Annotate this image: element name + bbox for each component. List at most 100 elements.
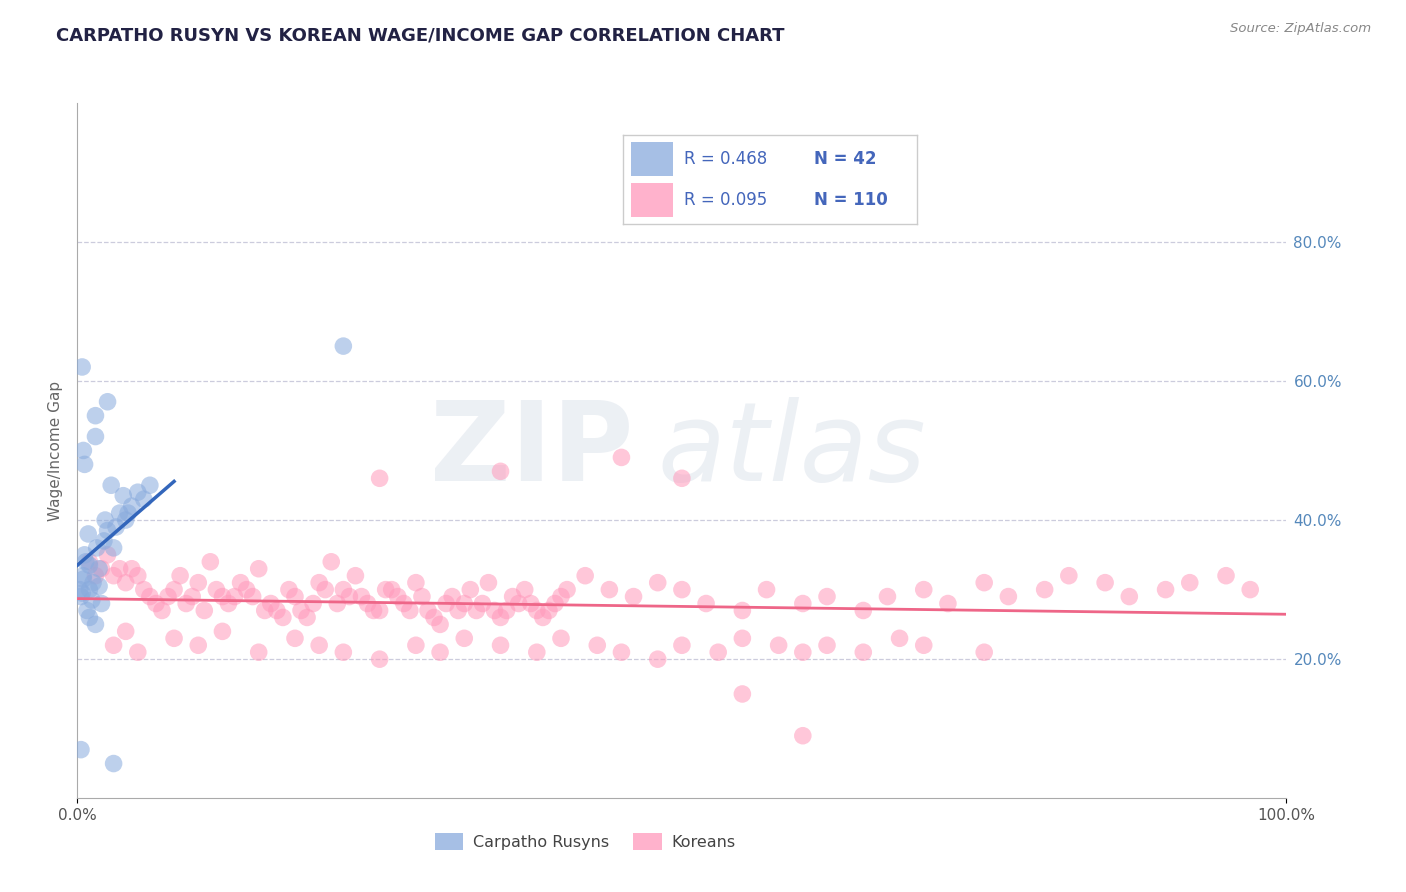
Point — [447, 603, 470, 617]
Point — [344, 568, 367, 582]
Point — [852, 603, 875, 617]
Point — [405, 638, 427, 652]
Point — [647, 652, 669, 666]
Point — [127, 645, 149, 659]
Point — [187, 575, 209, 590]
Point — [502, 590, 524, 604]
Point — [132, 492, 155, 507]
Point — [73, 458, 96, 472]
Point — [537, 603, 560, 617]
Point — [86, 541, 108, 555]
Point — [465, 603, 488, 617]
Point — [671, 471, 693, 485]
Point — [695, 597, 717, 611]
Point — [76, 603, 98, 617]
Point — [169, 568, 191, 582]
Point — [94, 513, 117, 527]
Point — [526, 603, 548, 617]
Point — [157, 590, 180, 604]
Point — [114, 624, 136, 639]
Point — [205, 582, 228, 597]
Point — [815, 590, 838, 604]
Point — [108, 562, 131, 576]
Point — [79, 558, 101, 573]
Point — [550, 590, 572, 604]
Point — [77, 527, 100, 541]
Point — [218, 597, 240, 611]
Point — [108, 506, 131, 520]
Point — [1154, 582, 1177, 597]
Point — [314, 582, 336, 597]
Point — [912, 582, 935, 597]
Point — [211, 624, 233, 639]
Point — [363, 603, 385, 617]
Point — [1033, 582, 1056, 597]
Point — [495, 603, 517, 617]
Point — [114, 513, 136, 527]
Point — [368, 652, 391, 666]
Point — [271, 610, 294, 624]
Point — [586, 638, 609, 652]
Point — [200, 555, 222, 569]
Point — [103, 541, 125, 555]
Point — [815, 638, 838, 652]
Point — [973, 645, 995, 659]
Point — [731, 632, 754, 646]
Point — [387, 590, 409, 604]
Text: CARPATHO RUSYN VS KOREAN WAGE/INCOME GAP CORRELATION CHART: CARPATHO RUSYN VS KOREAN WAGE/INCOME GAP… — [56, 27, 785, 45]
Point — [308, 575, 330, 590]
Y-axis label: Wage/Income Gap: Wage/Income Gap — [48, 380, 63, 521]
Point — [117, 506, 139, 520]
Point — [489, 638, 512, 652]
Point — [235, 582, 257, 597]
Point — [1094, 575, 1116, 590]
Point — [852, 645, 875, 659]
Point — [211, 590, 233, 604]
Point — [755, 582, 778, 597]
Point — [544, 597, 567, 611]
Point — [290, 603, 312, 617]
Point — [441, 590, 464, 604]
Point — [163, 582, 186, 597]
Text: R = 0.095: R = 0.095 — [685, 191, 768, 209]
Point — [768, 638, 790, 652]
Point — [163, 632, 186, 646]
Point — [247, 645, 270, 659]
Point — [242, 590, 264, 604]
Point — [139, 478, 162, 492]
Point — [936, 597, 959, 611]
Point — [69, 582, 91, 597]
Point — [489, 464, 512, 478]
Text: atlas: atlas — [658, 397, 927, 504]
Point — [105, 520, 128, 534]
Text: N = 42: N = 42 — [814, 150, 876, 168]
Point — [520, 597, 543, 611]
Point — [405, 575, 427, 590]
Point — [531, 610, 554, 624]
Point — [103, 638, 125, 652]
Point — [1215, 568, 1237, 582]
Point — [103, 756, 125, 771]
Point — [484, 603, 506, 617]
Point — [70, 742, 93, 756]
Legend: Carpatho Rusyns, Koreans: Carpatho Rusyns, Koreans — [429, 827, 742, 856]
Point — [513, 582, 536, 597]
Point — [350, 590, 373, 604]
Point — [671, 638, 693, 652]
Point — [792, 729, 814, 743]
Point — [79, 555, 101, 569]
Point — [145, 597, 167, 611]
Point — [93, 533, 115, 548]
Point — [392, 597, 415, 611]
Point — [284, 590, 307, 604]
Point — [1057, 568, 1080, 582]
Point — [284, 632, 307, 646]
Point — [526, 645, 548, 659]
Point — [75, 555, 97, 569]
Point — [121, 562, 143, 576]
Point — [489, 610, 512, 624]
Point — [132, 582, 155, 597]
Point — [174, 597, 197, 611]
Point — [429, 645, 451, 659]
Point — [193, 603, 215, 617]
